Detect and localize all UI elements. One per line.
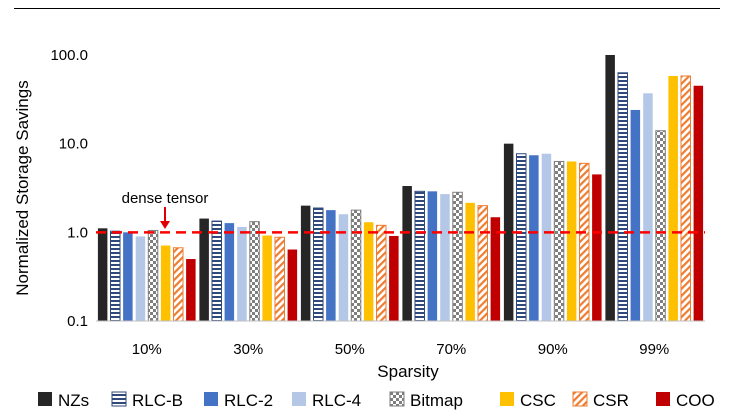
- legend-label-csc: CSC: [520, 391, 556, 410]
- bar-csr-70pct: [477, 205, 488, 322]
- y-axis-title: Normalized Storage Savings: [13, 80, 32, 295]
- bar-rlc-b-90pct: [516, 153, 527, 322]
- x-tick-label: 99%: [639, 341, 669, 358]
- x-tick-label: 30%: [233, 341, 263, 358]
- bar-rlc-b-50pct: [313, 207, 324, 322]
- legend: NZs RLC-B RLC-2 RLC-4 Bitmap CSC CSR COO: [38, 391, 715, 410]
- legend-label-csr: CSR: [593, 391, 629, 410]
- legend-label-rlc-b: RLC-B: [132, 391, 183, 410]
- legend-label-rlc-2: RLC-2: [224, 391, 273, 410]
- bar-rlc-2-70pct: [427, 191, 438, 321]
- bar-csc-90pct: [566, 161, 577, 321]
- bar-rlc-2-99pct: [630, 109, 641, 321]
- y-tick-label: 1.0: [67, 224, 88, 241]
- y-tick-label: 100.0: [50, 47, 88, 64]
- bar-csr-50pct: [376, 224, 387, 322]
- legend-swatch-csr: [572, 391, 588, 407]
- bar-rlc-4-70pct: [440, 194, 450, 321]
- bar-coo-50pct: [389, 235, 399, 321]
- bar-rlc-b-99pct: [617, 72, 628, 322]
- x-axis-title: Sparsity: [377, 362, 439, 381]
- bar-coo-10pct: [186, 259, 196, 321]
- bar-csr-30pct: [274, 236, 285, 322]
- bar-nzs-30pct: [199, 218, 209, 321]
- bar-csc-99pct: [668, 75, 678, 322]
- annotation-arrowhead: [160, 221, 170, 229]
- bar-bitmap-30pct: [249, 221, 260, 322]
- legend-swatch-csc: [500, 392, 514, 406]
- bar-rlc-b-30pct: [211, 220, 222, 322]
- bar-nzs-50pct: [300, 205, 311, 321]
- legend-swatch-rlc-b: [111, 391, 127, 407]
- bar-nzs-99pct: [605, 55, 615, 321]
- x-tick-label: 70%: [436, 341, 466, 358]
- bar-csr-90pct: [579, 162, 590, 322]
- dense-tensor-annotation: dense tensor: [122, 190, 209, 207]
- bar-bitmap-70pct: [452, 191, 463, 322]
- legend-swatch-coo: [656, 392, 670, 406]
- x-tick-label: 90%: [538, 341, 568, 358]
- y-tick-labels: 100.0 10.0 1.0 0.1: [50, 47, 88, 330]
- bar-coo-90pct: [592, 174, 602, 321]
- bar-rlc-4-90pct: [541, 153, 552, 321]
- bar-rlc-4-30pct: [237, 226, 247, 321]
- bar-coo-70pct: [490, 217, 501, 321]
- bar-nzs-70pct: [402, 186, 412, 321]
- bars: [97, 55, 704, 322]
- bar-coo-30pct: [287, 249, 298, 321]
- bar-rlc-4-50pct: [338, 214, 349, 321]
- x-tick-labels: 10% 30% 50% 70% 90% 99%: [132, 341, 670, 358]
- bar-bitmap-90pct: [553, 160, 565, 322]
- bar-rlc-4-10pct: [135, 236, 146, 321]
- bar-nzs-10pct: [97, 228, 108, 321]
- bar-csc-10pct: [160, 245, 171, 321]
- bar-bitmap-10pct: [147, 229, 159, 322]
- legend-swatch-bitmap: [389, 391, 405, 407]
- bar-rlc-2-50pct: [326, 210, 336, 321]
- legend-label-nzs: NZs: [58, 391, 89, 410]
- bar-rlc-2-30pct: [224, 223, 235, 321]
- bar-csc-70pct: [465, 202, 475, 321]
- legend-swatch-rlc-4: [292, 392, 306, 406]
- bar-rlc-4-99pct: [643, 93, 653, 322]
- x-tick-label: 10%: [132, 341, 162, 358]
- legend-swatch-nzs: [38, 392, 52, 406]
- bar-coo-99pct: [693, 85, 704, 321]
- top-rule: [14, 8, 720, 9]
- bar-rlc-b-10pct: [110, 230, 121, 322]
- legend-label-bitmap: Bitmap: [410, 391, 463, 410]
- bar-csr-99pct: [680, 75, 691, 322]
- bar-bitmap-99pct: [655, 130, 666, 322]
- y-tick-label: 10.0: [59, 136, 88, 153]
- x-tick-label: 50%: [335, 341, 365, 358]
- bar-rlc-2-10pct: [123, 232, 133, 321]
- bar-nzs-90pct: [503, 143, 514, 321]
- bar-csc-50pct: [363, 222, 374, 321]
- y-tick-label: 0.1: [67, 313, 88, 330]
- legend-label-coo: COO: [676, 391, 715, 410]
- bar-bitmap-50pct: [350, 209, 362, 322]
- legend-label-rlc-4: RLC-4: [312, 391, 361, 410]
- legend-swatch-rlc-2: [204, 392, 218, 406]
- bar-csc-30pct: [262, 235, 272, 321]
- bar-csr-10pct: [173, 247, 184, 322]
- bar-rlc-2-90pct: [529, 155, 539, 321]
- bar-rlc-b-70pct: [414, 190, 425, 322]
- bar-chart: Normalized Storage Savings 100.0 10.0 1.0 0…: [13, 47, 705, 381]
